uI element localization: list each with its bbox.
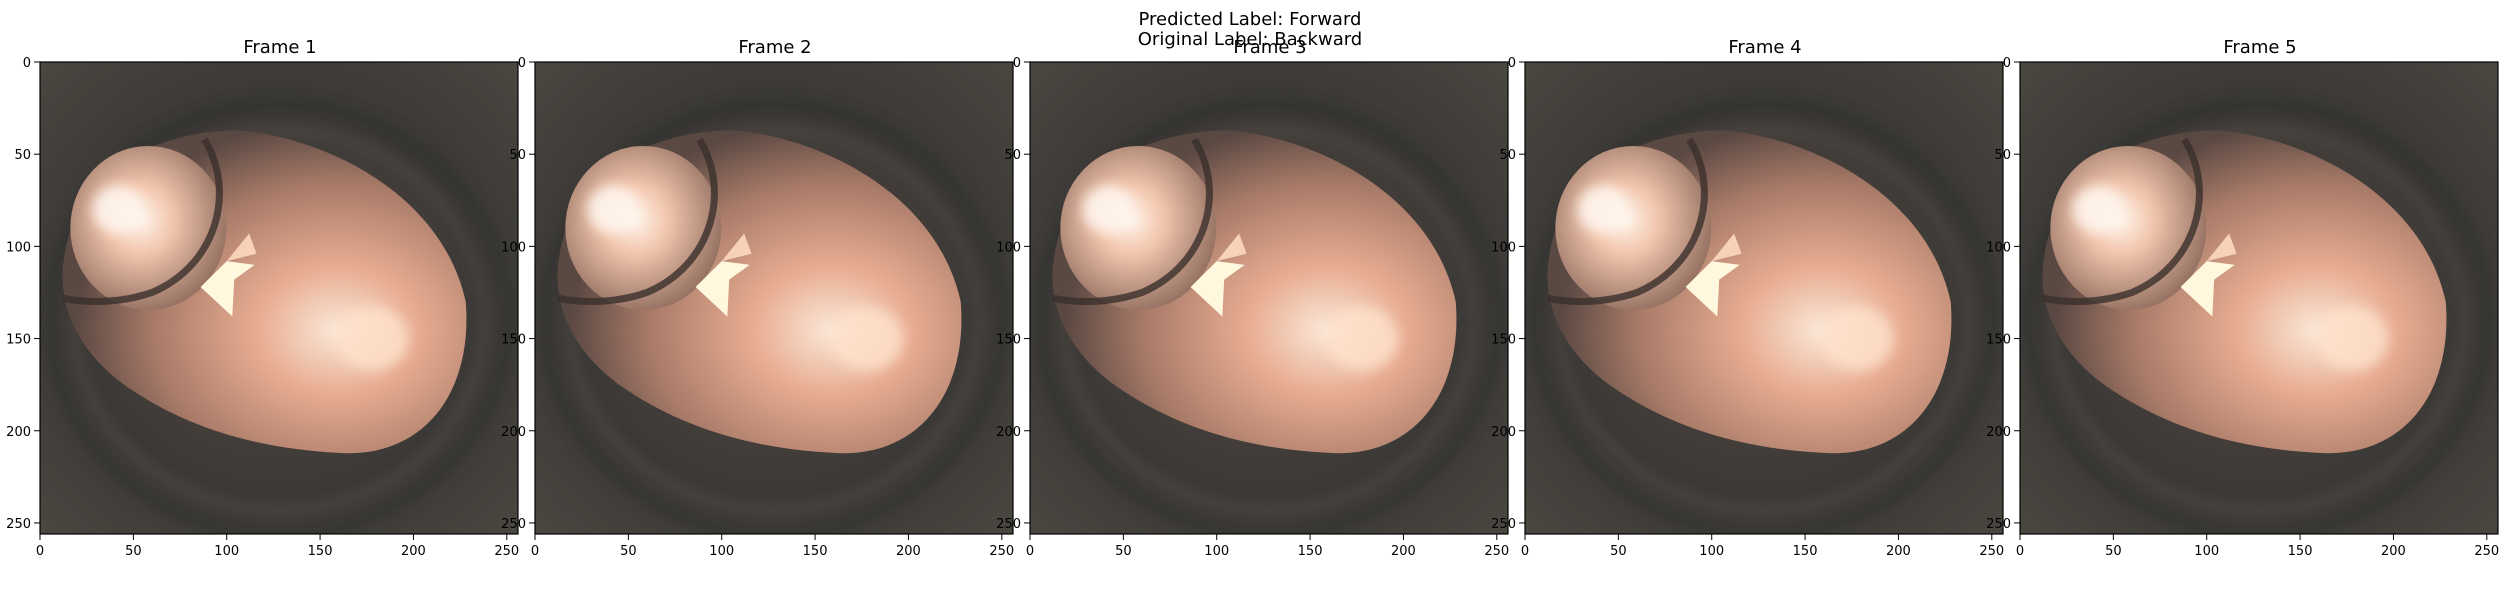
y-tick-label: 100 [6, 240, 31, 255]
y-tick-label: 250 [996, 517, 1021, 532]
y-tick-label: 250 [1491, 517, 1516, 532]
x-tick-label: 150 [2288, 544, 2313, 559]
y-tick-label: 250 [6, 517, 31, 532]
x-tick-label: 100 [1204, 544, 1229, 559]
frame-title: Frame 5 [2223, 37, 2297, 58]
y-tick-label: 50 [1994, 148, 2011, 163]
x-tick-label: 0 [36, 544, 44, 559]
x-tick-label: 200 [401, 544, 426, 559]
y-tick-label: 200 [6, 425, 31, 440]
y-tick-label: 50 [509, 148, 526, 163]
y-tick-label: 200 [996, 425, 1021, 440]
x-tick-label: 150 [1298, 544, 1323, 559]
frame-panel-5: Frame 5 0 0 50 50 100 100 150 150 200 200 250 250 [1986, 0, 2500, 600]
y-tick-label: 100 [1986, 240, 2011, 255]
y-tick-label: 0 [1508, 56, 1516, 71]
frame-axes: 0 0 50 50 100 100 150 150 200 200 250 250 [996, 56, 1509, 559]
frame-image [535, 62, 1013, 534]
x-tick-label: 150 [1793, 544, 1818, 559]
axes-frame [534, 61, 1014, 535]
x-tick-label: 50 [1610, 544, 1627, 559]
frame-axes: 0 0 50 50 100 100 150 150 200 200 250 250 [6, 56, 519, 559]
x-tick-label: 200 [1886, 544, 1911, 559]
x-tick-label: 0 [1521, 544, 1529, 559]
x-tick-label: 150 [803, 544, 828, 559]
x-tick-label: 50 [620, 544, 637, 559]
y-tick-label: 150 [996, 333, 1021, 348]
y-tick-label: 100 [501, 240, 526, 255]
y-tick-label: 0 [2003, 56, 2011, 71]
x-tick-label: 200 [1391, 544, 1416, 559]
x-tick-label: 100 [709, 544, 734, 559]
y-tick-label: 150 [1491, 333, 1516, 348]
y-tick-label: 150 [1986, 333, 2011, 348]
axes-frame [1524, 61, 2004, 535]
x-tick-label: 200 [896, 544, 921, 559]
frame-image [40, 62, 518, 534]
suptitle-predicted: Predicted Label: Forward [1138, 9, 1362, 30]
frame-image [2020, 62, 2498, 534]
y-tick-label: 50 [1499, 148, 1516, 163]
x-tick-label: 250 [989, 544, 1014, 559]
y-tick-label: 50 [14, 148, 31, 163]
x-tick-label: 250 [1484, 544, 1509, 559]
x-tick-label: 50 [1115, 544, 1132, 559]
x-tick-label: 250 [1979, 544, 2004, 559]
x-tick-label: 150 [308, 544, 333, 559]
frame-panel-3: Frame 3 0 0 50 50 100 100 150 150 200 200 250 250 [996, 0, 1510, 600]
y-tick-label: 100 [1491, 240, 1516, 255]
axes-frame [39, 61, 519, 535]
x-tick-label: 0 [531, 544, 539, 559]
y-tick-label: 200 [1491, 425, 1516, 440]
x-tick-label: 100 [1699, 544, 1724, 559]
y-tick-label: 250 [501, 517, 526, 532]
frame-axes: 0 0 50 50 100 100 150 150 200 200 250 250 [501, 56, 1014, 559]
y-tick-label: 0 [1013, 56, 1021, 71]
y-tick-label: 200 [1986, 425, 2011, 440]
y-tick-label: 150 [6, 333, 31, 348]
axes-frame [2019, 61, 2499, 535]
frame-panel-2: Frame 2 0 0 50 50 100 100 150 150 200 200 250 250 [501, 0, 1015, 600]
x-tick-label: 100 [2194, 544, 2219, 559]
x-tick-label: 100 [214, 544, 239, 559]
frame-image [1030, 62, 1508, 534]
frame-panel-4: Frame 4 0 0 50 50 100 100 150 150 200 200 250 250 [1491, 0, 2005, 600]
x-tick-label: 200 [2381, 544, 2406, 559]
y-tick-label: 50 [1004, 148, 1021, 163]
y-tick-label: 0 [23, 56, 31, 71]
frame-image [1525, 62, 2003, 534]
x-tick-label: 50 [2105, 544, 2122, 559]
y-tick-label: 200 [501, 425, 526, 440]
suptitle-original: Original Label: Backward [1137, 29, 1363, 50]
y-tick-label: 0 [518, 56, 526, 71]
x-tick-label: 50 [125, 544, 142, 559]
axes-frame [1029, 61, 1509, 535]
frame-title: Frame 1 [243, 37, 317, 58]
y-tick-label: 150 [501, 333, 526, 348]
frame-axes: 0 0 50 50 100 100 150 150 200 200 250 250 [1986, 56, 2499, 559]
frame-title: Frame 2 [738, 37, 812, 58]
x-tick-label: 250 [2474, 544, 2499, 559]
y-tick-label: 100 [996, 240, 1021, 255]
frame-title: Frame 4 [1728, 37, 1802, 58]
x-tick-label: 0 [2016, 544, 2024, 559]
frame-panel-1: Frame 1 0 0 50 50 100 100 150 150 200 200 250 250 [6, 0, 520, 600]
frame-axes: 0 0 50 50 100 100 150 150 200 200 250 250 [1491, 56, 2004, 559]
x-tick-label: 0 [1026, 544, 1034, 559]
frame-title: Frame 3 [1233, 37, 1307, 58]
x-tick-label: 250 [494, 544, 519, 559]
y-tick-label: 250 [1986, 517, 2011, 532]
